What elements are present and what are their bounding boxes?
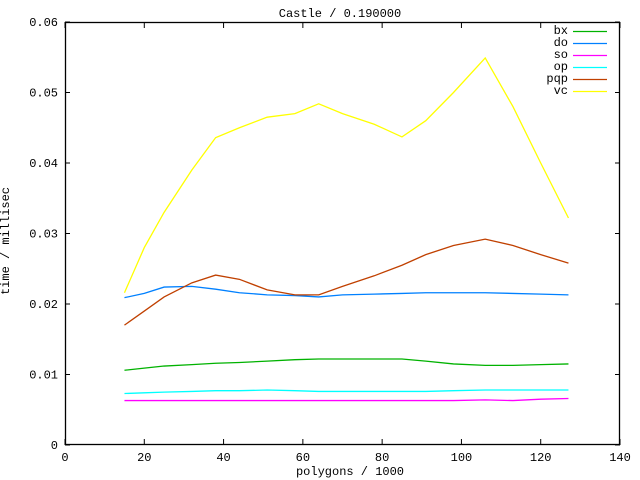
svg-text:time / millisec: time / millisec — [0, 187, 13, 295]
svg-text:Castle / 0.190000: Castle / 0.190000 — [279, 7, 401, 21]
svg-text:0: 0 — [51, 439, 58, 453]
svg-text:100: 100 — [451, 451, 473, 465]
svg-text:80: 80 — [375, 451, 389, 465]
svg-text:0.02: 0.02 — [29, 298, 58, 312]
svg-text:140: 140 — [609, 451, 631, 465]
svg-text:120: 120 — [530, 451, 552, 465]
svg-text:polygons / 1000: polygons / 1000 — [296, 465, 404, 479]
svg-text:0.05: 0.05 — [29, 87, 58, 101]
svg-text:40: 40 — [216, 451, 230, 465]
svg-text:0.03: 0.03 — [29, 228, 58, 242]
svg-text:0.04: 0.04 — [29, 157, 58, 171]
svg-text:vc: vc — [554, 84, 568, 98]
svg-text:0.06: 0.06 — [29, 16, 58, 30]
svg-text:20: 20 — [137, 451, 151, 465]
svg-text:0: 0 — [61, 451, 68, 465]
svg-text:60: 60 — [296, 451, 310, 465]
svg-text:0.01: 0.01 — [29, 369, 58, 383]
